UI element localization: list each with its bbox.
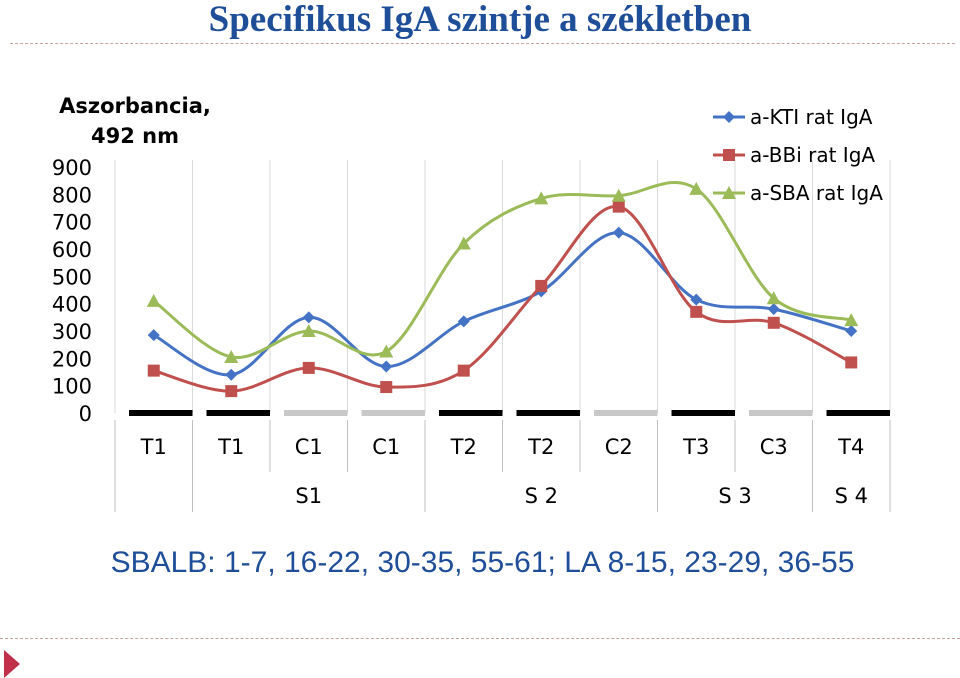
line-chart: 0 100 200 300 400 500 600 700 800 900 Aszorbancia… bbox=[52, 94, 891, 512]
data-point bbox=[456, 236, 471, 250]
x-tick-label: C1 bbox=[372, 435, 400, 459]
legend-marker bbox=[723, 111, 735, 123]
period-bar bbox=[516, 410, 580, 416]
series-line bbox=[153, 205, 852, 393]
y-tick-label: 700 bbox=[52, 211, 92, 235]
x-tick-label: T1 bbox=[140, 435, 167, 459]
x-group-label: S1 bbox=[295, 484, 322, 508]
y-axis-label-line2: 492 nm bbox=[91, 124, 179, 148]
x-tick-label: T4 bbox=[837, 435, 864, 459]
series-line bbox=[152, 181, 852, 359]
period-bar bbox=[206, 410, 270, 416]
legend-label: a-SBA rat IgA bbox=[750, 181, 883, 205]
legend-marker bbox=[722, 186, 736, 199]
x-tick-label: C2 bbox=[605, 435, 633, 459]
legend-label: a-KTI rat IgA bbox=[750, 105, 873, 129]
period-bar bbox=[594, 410, 658, 416]
data-point bbox=[612, 200, 625, 213]
slide-title: Specifikus IgA szintje a székletben bbox=[208, 0, 752, 40]
y-tick-label: 0 bbox=[79, 402, 92, 426]
y-tick-label: 600 bbox=[52, 238, 92, 262]
period-bar bbox=[361, 410, 425, 416]
y-tick-label: 300 bbox=[52, 320, 92, 344]
data-point bbox=[690, 293, 703, 306]
caption: SBALB: 1-7, 16-22, 30-35, 55-61; LA 8-15… bbox=[110, 546, 855, 579]
y-tick-label: 200 bbox=[52, 347, 92, 371]
series-lines bbox=[146, 181, 859, 398]
data-point bbox=[690, 305, 703, 318]
x-group-label: S 4 bbox=[835, 484, 868, 508]
data-point bbox=[224, 349, 239, 363]
y-tick-label: 500 bbox=[52, 265, 92, 289]
data-point bbox=[380, 360, 393, 373]
data-point bbox=[845, 325, 858, 337]
x-tick-label: T2 bbox=[527, 435, 554, 459]
period-bar bbox=[284, 410, 348, 416]
data-point bbox=[380, 381, 393, 394]
y-axis-label-line1: Aszorbancia, bbox=[59, 94, 211, 118]
x-tick-label: T2 bbox=[450, 435, 477, 459]
data-point bbox=[844, 313, 859, 327]
x-tick-label: C1 bbox=[295, 435, 323, 459]
legend-marker bbox=[723, 149, 735, 161]
data-point bbox=[612, 226, 625, 239]
period-bar bbox=[129, 410, 193, 416]
data-point bbox=[534, 191, 549, 205]
x-tick-label: T3 bbox=[682, 435, 709, 459]
legend-item: a-SBA rat IgA bbox=[713, 181, 883, 205]
title-divider bbox=[10, 43, 955, 44]
period-bars bbox=[129, 410, 890, 416]
next-slide-arrow-icon[interactable] bbox=[4, 650, 20, 678]
data-point bbox=[845, 356, 858, 369]
series-2 bbox=[147, 200, 858, 398]
data-point bbox=[689, 181, 704, 195]
grid-lines bbox=[114, 160, 891, 413]
y-axis-ticks: 0 100 200 300 400 500 600 700 800 900 bbox=[52, 156, 92, 426]
data-point bbox=[225, 368, 238, 381]
data-point bbox=[302, 361, 315, 374]
x-tick-label: C3 bbox=[760, 435, 788, 459]
bottom-divider bbox=[0, 638, 960, 639]
y-tick-label: 400 bbox=[52, 293, 92, 317]
y-tick-label: 900 bbox=[52, 156, 92, 180]
x-axis-table: T1 T1 C1 C1 T2 T2 C2 T3 C3 T4 S1 S 2 S 3 S 4 bbox=[114, 420, 891, 512]
data-point bbox=[302, 311, 315, 324]
data-point bbox=[766, 291, 781, 305]
x-group-label: S 3 bbox=[718, 484, 751, 508]
data-point bbox=[147, 364, 160, 377]
data-point bbox=[225, 385, 238, 398]
data-point bbox=[379, 344, 394, 358]
period-bar bbox=[671, 410, 735, 416]
data-point bbox=[301, 324, 316, 337]
legend: a-KTI rat IgA a-BBi rat IgA a-SBA rat IgA bbox=[713, 105, 883, 205]
data-point bbox=[457, 315, 470, 328]
legend-item: a-KTI rat IgA bbox=[713, 105, 873, 129]
data-point bbox=[146, 293, 161, 307]
period-bar bbox=[749, 410, 813, 416]
y-tick-label: 800 bbox=[52, 183, 92, 207]
x-tick-label: T1 bbox=[217, 435, 244, 459]
legend-label: a-BBi rat IgA bbox=[750, 143, 875, 167]
series-3 bbox=[146, 181, 859, 363]
data-point bbox=[767, 303, 780, 316]
x-group-label: S 2 bbox=[525, 484, 558, 508]
data-point bbox=[767, 316, 780, 329]
data-point bbox=[457, 364, 470, 377]
legend-item: a-BBi rat IgA bbox=[713, 143, 875, 167]
data-point bbox=[611, 188, 626, 202]
period-bar bbox=[826, 410, 890, 416]
data-point bbox=[147, 329, 160, 342]
period-bar bbox=[439, 410, 503, 416]
data-point bbox=[535, 279, 548, 292]
y-tick-label: 100 bbox=[52, 375, 92, 399]
